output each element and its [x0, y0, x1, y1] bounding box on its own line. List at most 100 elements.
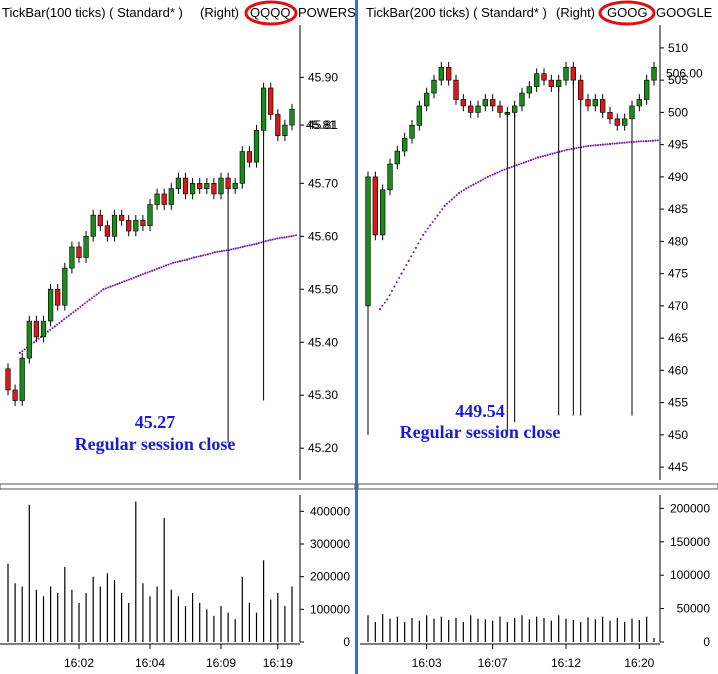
right-candle: [387, 163, 393, 191]
right-average-point: [510, 165, 513, 168]
left-symbol-highlight: [244, 0, 298, 26]
left-volume-tick-label: 100000: [310, 602, 350, 616]
left-average-point: [146, 271, 149, 274]
left-price-tick-label: 45.40: [308, 335, 338, 349]
left-average-point: [151, 269, 154, 272]
right-average-point: [515, 164, 518, 167]
right-average-point: [460, 190, 463, 193]
left-average-point: [67, 314, 70, 317]
right-average-point: [601, 143, 604, 146]
right-price-tick-label: 460: [668, 363, 688, 377]
right-pane-separator[interactable]: [357, 483, 718, 490]
right-volume-tick-label: 0: [703, 635, 710, 649]
right-volume-tick-label: 100000: [670, 568, 710, 582]
left-average-point: [63, 318, 66, 321]
right-average-point: [465, 187, 468, 190]
left-candle: [218, 177, 224, 195]
right-average-point: [501, 169, 504, 172]
right-average-point: [448, 200, 451, 203]
left-average-point: [248, 244, 251, 247]
left-average-point: [72, 311, 75, 314]
left-candle: [260, 87, 267, 131]
left-average-point: [56, 323, 59, 326]
right-average-point: [467, 186, 470, 189]
right-average-point: [508, 166, 511, 169]
right-average-point: [640, 140, 643, 143]
left-time-tick-label: 16:02: [64, 656, 94, 670]
right-average-point: [565, 148, 568, 151]
right-price-tick-label: 485: [668, 202, 688, 216]
panel-divider[interactable]: [355, 0, 358, 674]
right-price-tick-label: 490: [668, 170, 688, 184]
left-average-point: [153, 268, 156, 271]
right-average-point: [479, 179, 482, 182]
left-average-point: [206, 253, 209, 256]
right-price-tick-label: 505: [668, 73, 688, 87]
right-average-point: [599, 143, 602, 146]
right-average-point: [594, 144, 597, 147]
left-average-point: [141, 273, 144, 276]
left-average-point: [230, 248, 233, 251]
left-candle: [26, 320, 32, 359]
right-average-point: [608, 142, 612, 146]
right-average-point: [642, 140, 645, 143]
right-candle: [607, 112, 613, 120]
left-average-point: [257, 242, 260, 245]
right-average-point: [486, 175, 489, 178]
right-header-symbol[interactable]: GOOG: [607, 5, 647, 20]
left-average-point: [197, 255, 200, 258]
left-average-point: [37, 337, 40, 340]
left-volume-tick-label: 400000: [310, 504, 350, 518]
left-average-point: [295, 234, 298, 237]
right-price-tick-label: 480: [668, 234, 688, 248]
left-average-point: [195, 255, 198, 258]
left-average-point: [18, 351, 22, 354]
left-average-point: [158, 266, 161, 270]
left-price-tick-label: 45.90: [308, 70, 338, 84]
right-average-point: [522, 161, 525, 164]
right-average-point: [429, 224, 432, 227]
left-average-point: [271, 238, 274, 241]
left-candle: [275, 114, 281, 136]
left-candle: [268, 87, 274, 115]
left-average-point: [281, 236, 284, 239]
left-candle: [147, 204, 153, 227]
right-average-point: [577, 146, 580, 149]
right-average-point: [426, 227, 429, 230]
right-average-point: [496, 171, 499, 174]
left-time-tick-label: 16:04: [135, 656, 165, 670]
left-average-point: [209, 252, 212, 255]
left-average-point: [211, 251, 214, 254]
right-average-point: [649, 139, 652, 142]
left-pane-separator[interactable]: [0, 483, 356, 490]
right-price-tick-label: 465: [668, 331, 688, 345]
left-last-price-label: 45.81: [306, 118, 336, 132]
left-average-point: [204, 253, 207, 256]
right-average-point: [388, 294, 391, 297]
right-panel: TickBar(200 ticks) ( Standard* ) (Right)…: [366, 0, 713, 26]
right-average-point: [549, 153, 552, 156]
left-candle: [211, 183, 217, 195]
left-candle: [90, 214, 96, 237]
right-average-point: [596, 144, 599, 147]
right-average-point: [400, 272, 403, 275]
left-average-point: [176, 260, 179, 263]
right-header-title: TickBar(200 ticks) ( Standard* ): [366, 5, 547, 20]
right-average-point: [582, 145, 585, 148]
right-average-point: [604, 143, 607, 146]
right-candle: [526, 86, 533, 94]
right-candle: [599, 99, 606, 113]
left-average-point: [255, 242, 258, 245]
left-average-point: [192, 256, 196, 259]
right-candle: [533, 73, 540, 87]
right-average-point: [503, 168, 506, 171]
left-average-point: [128, 278, 131, 281]
right-average-point: [398, 276, 401, 279]
left-average-point: [53, 325, 56, 328]
left-header-symbol[interactable]: QQQQ: [250, 5, 290, 20]
right-average-point: [537, 156, 540, 159]
right-average-point: [414, 246, 418, 249]
right-average-point: [457, 191, 461, 195]
right-average-point: [491, 173, 494, 176]
